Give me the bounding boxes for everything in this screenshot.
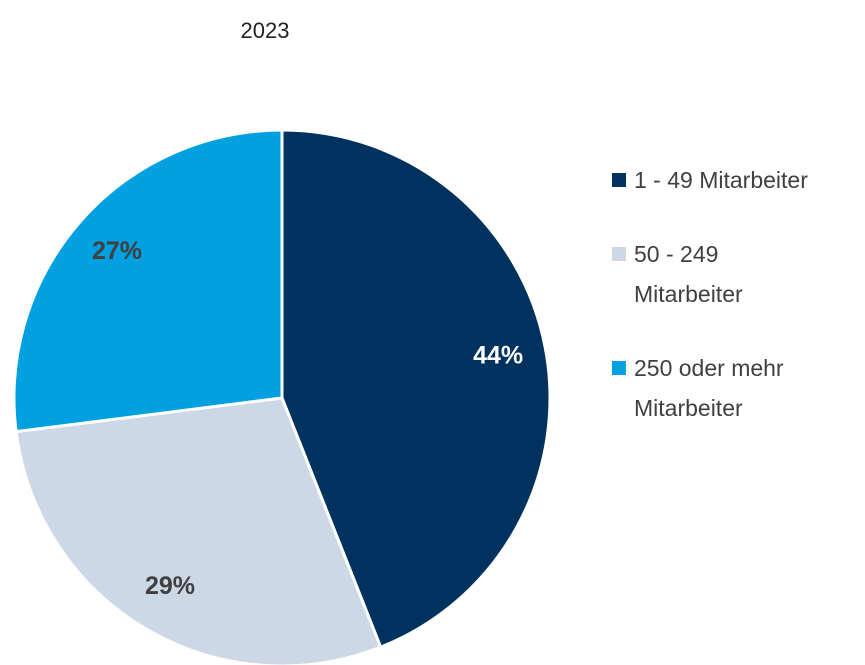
legend-label: 50 - 249 Mitarbeiter	[634, 241, 743, 307]
pie-slice	[280, 128, 552, 650]
legend-swatch	[612, 247, 626, 261]
data-label: 29%	[145, 572, 195, 600]
legend-label: 1 - 49 Mitarbeiter	[634, 167, 808, 193]
data-label: 44%	[473, 341, 523, 369]
pie-slice	[14, 396, 383, 665]
legend-item: 1 - 49 Mitarbeiter	[612, 160, 842, 200]
legend: 1 - 49 Mitarbeiter 50 - 249 Mitarbeiter 25…	[612, 160, 842, 462]
legend-label: 250 oder mehr Mitarbeiter	[634, 355, 784, 421]
pie-slice	[12, 128, 284, 434]
data-label: 27%	[92, 237, 142, 265]
chart-title: 2023	[241, 18, 290, 43]
legend-item: 50 - 249 Mitarbeiter	[612, 234, 842, 314]
legend-swatch	[612, 173, 626, 187]
legend-swatch	[612, 361, 626, 375]
legend-item: 250 oder mehr Mitarbeiter	[612, 348, 842, 428]
